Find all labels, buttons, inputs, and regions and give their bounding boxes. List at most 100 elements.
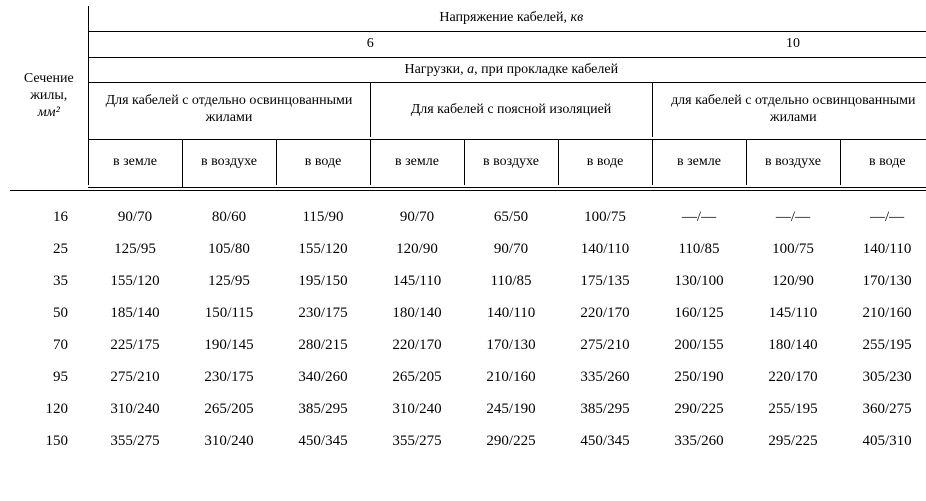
cell: 150/115 (182, 297, 276, 329)
cell: 290/225 (464, 425, 558, 457)
header-voltage: Напряжение кабелей, кв (88, 6, 926, 31)
cell: 255/195 (840, 329, 926, 361)
table-row: 120 310/240 265/205 385/295 310/240 245/… (10, 393, 926, 425)
header-group-b: Для кабелей с поясной изоляцией (370, 83, 652, 137)
cell: 335/260 (558, 361, 652, 393)
header-group-a: Для кабелей с отдельно освинцованными жи… (88, 83, 370, 137)
header-sub-c-ground: в земле (652, 139, 746, 184)
cell: 195/150 (276, 265, 370, 297)
cell: 305/230 (840, 361, 926, 393)
table-row: 150 355/275 310/240 450/345 355/275 290/… (10, 425, 926, 457)
cell: 190/145 (182, 329, 276, 361)
header-6kv: 6 (88, 31, 652, 57)
rowhead-label: Сечение жилы, мм² (10, 6, 88, 187)
cell: 140/110 (840, 233, 926, 265)
cell: 250/190 (652, 361, 746, 393)
table-row: 25 125/95 105/80 155/120 120/90 90/70 14… (10, 233, 926, 265)
cell: 110/85 (464, 265, 558, 297)
cell: 230/175 (182, 361, 276, 393)
cell: 155/120 (276, 233, 370, 265)
cell-section: 50 (10, 297, 88, 329)
cell: 140/110 (464, 297, 558, 329)
cell: 170/130 (464, 329, 558, 361)
cell: 125/95 (88, 233, 182, 265)
cell: 450/345 (276, 425, 370, 457)
cell: 90/70 (88, 201, 182, 233)
cell-section: 25 (10, 233, 88, 265)
rowhead-unit: мм² (38, 105, 60, 120)
cell-section: 70 (10, 329, 88, 361)
cell: 355/275 (88, 425, 182, 457)
cell: 280/215 (276, 329, 370, 361)
cell: 120/90 (370, 233, 464, 265)
cell: 145/110 (370, 265, 464, 297)
cell: —/— (840, 201, 926, 233)
cell: 180/140 (746, 329, 840, 361)
cell-section: 95 (10, 361, 88, 393)
cell: 65/50 (464, 201, 558, 233)
table-row: 50 185/140 150/115 230/175 180/140 140/1… (10, 297, 926, 329)
cell: —/— (652, 201, 746, 233)
header-10kv: 10 (652, 31, 926, 57)
cell: 355/275 (370, 425, 464, 457)
cell: 120/90 (746, 265, 840, 297)
header-loads: Нагрузки, а, при прокладке кабелей (88, 57, 926, 83)
header-group-c: для кабелей с отдельно освинцованными жи… (652, 83, 926, 137)
cell: 115/90 (276, 201, 370, 233)
cell: 170/130 (840, 265, 926, 297)
cell: 275/210 (88, 361, 182, 393)
cell: 225/175 (88, 329, 182, 361)
table-row: 70 225/175 190/145 280/215 220/170 170/1… (10, 329, 926, 361)
cell: 275/210 (558, 329, 652, 361)
cell: 265/205 (370, 361, 464, 393)
cell: 310/240 (182, 425, 276, 457)
cell: 140/110 (558, 233, 652, 265)
header-sub-a-ground: в земле (88, 139, 182, 184)
cell: 290/225 (652, 393, 746, 425)
cell: 130/100 (652, 265, 746, 297)
cell: 90/70 (464, 233, 558, 265)
cell: 145/110 (746, 297, 840, 329)
header-loads-a: Нагрузки, (404, 62, 467, 77)
cell: 155/120 (88, 265, 182, 297)
cell: 200/155 (652, 329, 746, 361)
cell: 340/260 (276, 361, 370, 393)
cell: 210/160 (464, 361, 558, 393)
cell: 220/170 (370, 329, 464, 361)
cell: 90/70 (370, 201, 464, 233)
header-sub-b-ground: в земле (370, 139, 464, 184)
cell: 175/135 (558, 265, 652, 297)
header-sub-a-air: в воздухе (182, 139, 276, 184)
cell: 310/240 (370, 393, 464, 425)
cell-section: 150 (10, 425, 88, 457)
cell: 385/295 (558, 393, 652, 425)
cell: 265/205 (182, 393, 276, 425)
cell: 255/195 (746, 393, 840, 425)
cell: 220/170 (746, 361, 840, 393)
header-sub-c-air: в воздухе (746, 139, 840, 184)
cell-section: 120 (10, 393, 88, 425)
header-sub-a-water: в воде (276, 139, 370, 184)
cell: 450/345 (558, 425, 652, 457)
cell: 220/170 (558, 297, 652, 329)
header-sub-b-water: в воде (558, 139, 652, 184)
cell: 180/140 (370, 297, 464, 329)
header-voltage-ital: кв (571, 10, 584, 25)
cell: 245/190 (464, 393, 558, 425)
cell: 405/310 (840, 425, 926, 457)
cell: 335/260 (652, 425, 746, 457)
cell: 125/95 (182, 265, 276, 297)
cell: 360/275 (840, 393, 926, 425)
cell: 100/75 (746, 233, 840, 265)
table-row: 16 90/70 80/60 115/90 90/70 65/50 100/75… (10, 201, 926, 233)
table-row: 35 155/120 125/95 195/150 145/110 110/85… (10, 265, 926, 297)
header-loads-b: , при прокладке кабелей (474, 62, 618, 77)
cable-loads-table: Сечение жилы, мм² Напряжение кабелей, кв… (10, 6, 926, 457)
header-sub-c-water: в воде (840, 139, 926, 184)
cell: 310/240 (88, 393, 182, 425)
cell: 80/60 (182, 201, 276, 233)
cell-section: 35 (10, 265, 88, 297)
cell: 110/85 (652, 233, 746, 265)
cell: 230/175 (276, 297, 370, 329)
header-voltage-text: Напряжение кабелей, (439, 10, 570, 25)
